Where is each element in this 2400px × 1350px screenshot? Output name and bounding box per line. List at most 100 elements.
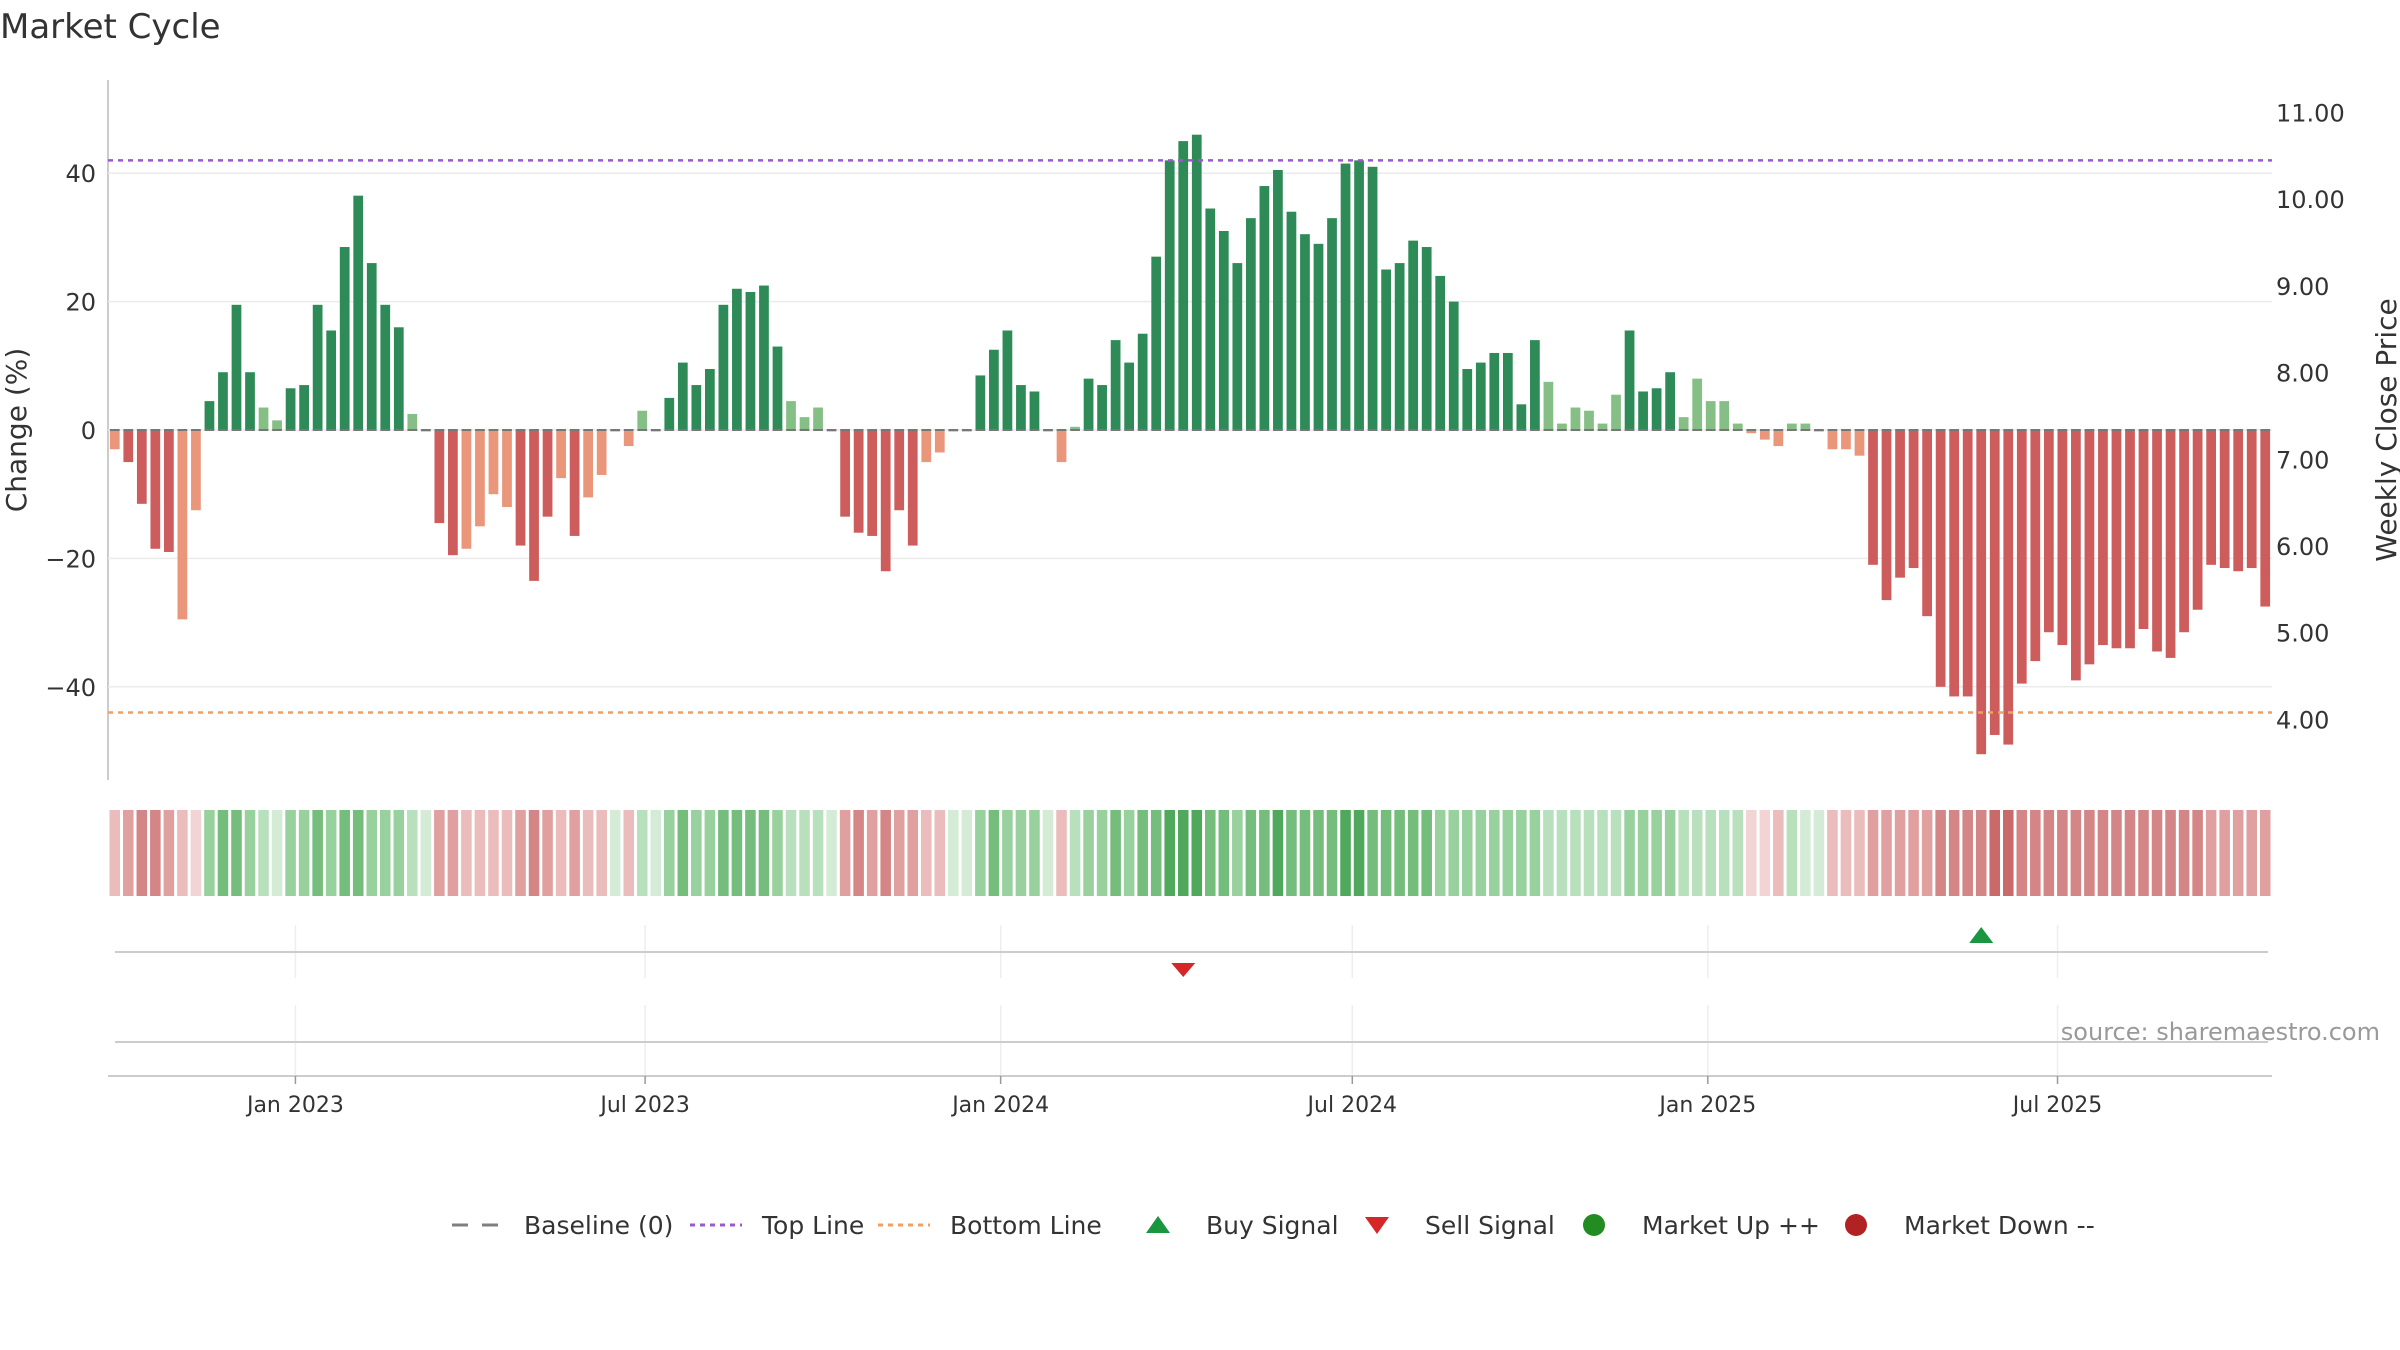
heat-cell <box>1461 810 1473 896</box>
heat-cell <box>1786 810 1798 896</box>
heat-cell <box>325 810 337 896</box>
bar <box>1962 430 1973 697</box>
heat-cell <box>2124 810 2136 896</box>
heat-cell <box>1921 810 1933 896</box>
heat-cell <box>2178 810 2190 896</box>
heat-cell <box>1664 810 1676 896</box>
x-tick-label: Jul 2025 <box>2011 1093 2103 1118</box>
bar <box>461 430 472 549</box>
heat-cell <box>1218 810 1230 896</box>
bar <box>177 430 188 620</box>
bar <box>840 430 850 517</box>
bar <box>407 413 418 430</box>
y-axis-title: Change (%) <box>0 348 33 513</box>
bar <box>353 195 364 430</box>
heat-cell <box>501 810 513 896</box>
bar <box>772 346 783 430</box>
bar <box>1016 385 1026 430</box>
bar <box>1367 166 1378 430</box>
heat-cell <box>826 810 837 896</box>
heat-cell <box>718 810 729 896</box>
bar <box>515 430 526 546</box>
heat-cell <box>1353 810 1365 896</box>
heat-cell <box>366 810 378 896</box>
bar <box>596 430 607 475</box>
bar <box>393 327 404 430</box>
heat-cell <box>1245 810 1257 896</box>
heat-cell <box>2151 810 2163 896</box>
bar <box>1381 269 1391 430</box>
heat-cell <box>1069 810 1081 896</box>
heat-cell <box>1475 810 1487 896</box>
bar <box>1759 430 1770 440</box>
heat-cell <box>407 810 418 896</box>
bar <box>704 369 715 430</box>
bar <box>150 430 161 549</box>
heat-cell <box>1597 810 1608 896</box>
heat-cell <box>1502 810 1514 896</box>
bar <box>312 304 323 430</box>
heat-cell <box>1529 810 1541 896</box>
bar <box>813 407 823 430</box>
bar <box>218 372 228 430</box>
x-tick-label: Jan 2025 <box>1657 1093 1756 1118</box>
bar <box>231 304 242 430</box>
heat-cell <box>2259 810 2271 896</box>
bar <box>1056 430 1067 463</box>
bar <box>204 401 215 430</box>
bar <box>1665 372 1676 430</box>
heat-cell <box>1367 810 1378 896</box>
bar <box>1327 218 1337 430</box>
heat-cell <box>1434 810 1446 896</box>
heat-cell <box>1570 810 1581 896</box>
x-tick-label: Jan 2024 <box>950 1093 1049 1118</box>
bar <box>1245 218 1256 430</box>
bar <box>1935 430 1946 687</box>
bar <box>1137 333 1148 430</box>
bar <box>732 288 742 430</box>
heat-cell <box>1881 810 1892 896</box>
heat-cell <box>1110 810 1121 896</box>
heat-cell <box>1394 810 1405 896</box>
heat-cell <box>2138 810 2149 896</box>
bar <box>880 430 891 572</box>
chart-title: Market Cycle <box>0 7 221 47</box>
legend-swatch-circle <box>1583 1214 1605 1236</box>
bar <box>1218 230 1229 430</box>
legend-label: Sell Signal <box>1425 1211 1555 1240</box>
bar <box>718 304 729 430</box>
heat-cell <box>352 810 364 896</box>
bar <box>921 430 932 463</box>
heat-cell <box>542 810 553 896</box>
bar <box>1895 430 1905 578</box>
y2-tick-label: 10.00 <box>2276 186 2345 214</box>
heat-cell <box>1840 810 1852 896</box>
heat-cell <box>474 810 486 896</box>
bar <box>1773 430 1784 447</box>
heat-cell <box>1056 810 1067 896</box>
heat-cell <box>1894 810 1906 896</box>
bar <box>1097 385 1107 430</box>
heat-cell <box>2111 810 2122 896</box>
heat-cell <box>271 810 283 896</box>
bar <box>637 410 648 430</box>
bar <box>799 417 810 430</box>
heat-cell <box>177 810 188 896</box>
legend-swatch-sell <box>1365 1217 1389 1234</box>
bar <box>1976 430 1987 755</box>
legend-swatch-buy <box>1146 1216 1170 1233</box>
bar <box>1313 243 1324 430</box>
y-tick-label: 20 <box>65 289 96 317</box>
bar <box>1178 141 1189 430</box>
bar <box>1530 340 1540 430</box>
bar <box>285 388 296 430</box>
signal-panel <box>115 925 2268 978</box>
heat-cell <box>975 810 986 896</box>
heat-cell <box>569 810 580 896</box>
heat-cell <box>961 810 973 896</box>
legend-label: Market Down -- <box>1904 1211 2095 1240</box>
bar <box>1354 160 1364 431</box>
bar <box>448 430 458 556</box>
bar <box>2219 430 2230 569</box>
heat-cell <box>934 810 946 896</box>
